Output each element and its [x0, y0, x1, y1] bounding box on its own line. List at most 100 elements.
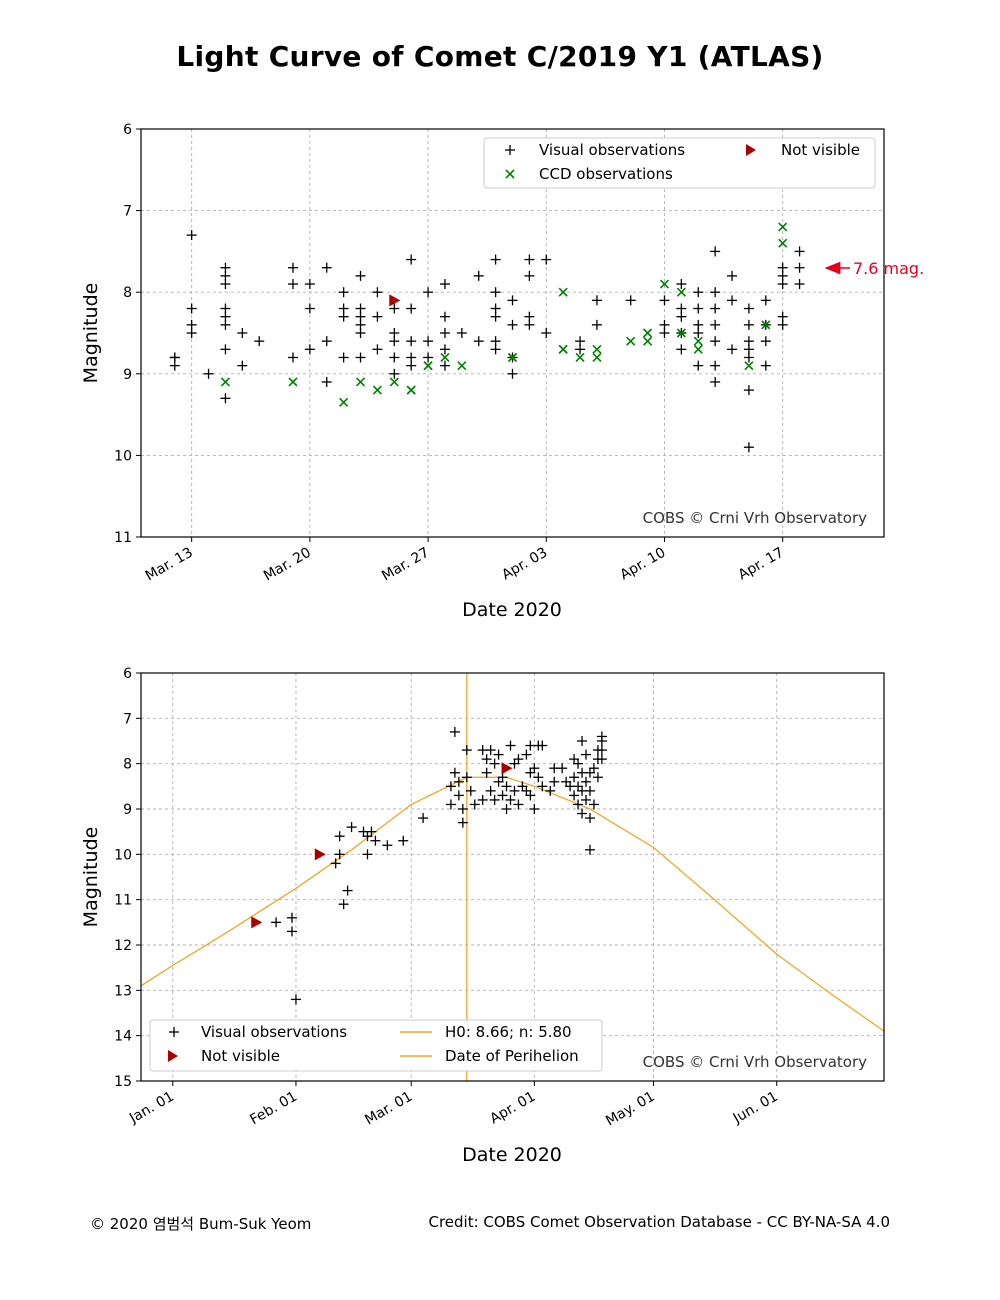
- visual-observation-point: [338, 352, 349, 363]
- not-visible-point: [389, 294, 401, 307]
- ccd-observation-point: [778, 238, 788, 248]
- visual-observation-point: [445, 799, 456, 810]
- visual-observation-point: [473, 336, 484, 347]
- y-tick-label: 10: [114, 847, 132, 863]
- visual-observation-point: [286, 912, 297, 923]
- visual-observation-point: [439, 311, 450, 322]
- legend-visual-marker: [169, 1027, 179, 1037]
- visual-observation-point: [355, 352, 366, 363]
- visual-observation-point: [524, 270, 535, 281]
- annotation-7-6-mag: 7.6 mag.: [824, 259, 924, 278]
- visual-observation-point: [220, 319, 231, 330]
- visual-observation-point: [693, 360, 704, 371]
- ccd-observation-point: [389, 377, 399, 387]
- visual-observation-point: [573, 758, 584, 769]
- visual-observation-point: [220, 393, 231, 404]
- visual-observation-point: [777, 279, 788, 290]
- x-tick-label: Apr. 17: [736, 545, 787, 584]
- visual-observation-point: [490, 311, 501, 322]
- visual-observation-point: [760, 360, 771, 371]
- visual-observation-point: [541, 328, 552, 338]
- visual-observation-point: [507, 319, 518, 330]
- visual-observation-point: [537, 740, 548, 751]
- visual-observation-point: [591, 319, 602, 330]
- credit-note: Credit: COBS Comet Observation Database …: [428, 1213, 890, 1231]
- visual-observation-point: [287, 262, 298, 273]
- page-title: Light Curve of Comet C/2019 Y1 (ATLAS): [176, 40, 824, 73]
- visual-observation-point: [449, 726, 460, 737]
- legend-box: [149, 1019, 603, 1072]
- y-tick-label: 11: [114, 893, 132, 909]
- visual-observation-point: [693, 328, 704, 338]
- visual-observation-point: [465, 785, 476, 796]
- visual-observation-point: [710, 246, 721, 257]
- x-tick-label: Mar. 13: [143, 545, 196, 585]
- visual-observation-point: [557, 763, 568, 774]
- y-tick-label: 7: [123, 711, 132, 727]
- annotation-label: 7.6 mag.: [853, 259, 924, 278]
- visual-observation-point: [529, 763, 540, 774]
- visual-observation-point: [524, 254, 535, 265]
- x-tick-label: Mar. 20: [261, 545, 314, 585]
- ccd-observation-point: [626, 336, 636, 346]
- visual-observation-point: [457, 804, 468, 814]
- visual-observation-point: [423, 352, 434, 363]
- legend-visual-label: Visual observations: [539, 141, 685, 159]
- y-tick-label: 7: [123, 204, 132, 220]
- visual-observation-point: [577, 808, 588, 819]
- visual-observation-point: [423, 287, 434, 298]
- legend-visual-label: Visual observations: [201, 1023, 347, 1041]
- ccd-observation-point: [372, 385, 382, 395]
- not-visible-point: [501, 762, 513, 775]
- visual-observation-point: [304, 279, 315, 290]
- ccd-observation-point: [693, 336, 703, 346]
- visual-observation-point: [727, 270, 738, 281]
- visual-observation-point: [406, 303, 417, 314]
- visual-observation-point: [710, 360, 721, 371]
- visual-observation-point: [439, 279, 450, 290]
- visual-observation-point: [588, 799, 599, 810]
- visual-observation-point: [481, 767, 492, 778]
- plot-frame: [140, 672, 885, 1082]
- visual-observation-point: [338, 311, 349, 322]
- x-axis-title: Date 2020: [462, 599, 562, 621]
- visual-observation-point: [372, 344, 383, 355]
- watermark: COBS © Crni Vrh Observatory: [643, 509, 867, 527]
- visual-observation-point: [575, 344, 586, 355]
- y-tick-label: 13: [114, 983, 132, 999]
- visual-observation-point: [505, 740, 516, 751]
- y-axis-title: Magnitude: [80, 827, 102, 928]
- visual-observation-point: [513, 754, 524, 765]
- visual-observation-point: [676, 279, 687, 290]
- visual-observation-point: [370, 835, 381, 846]
- visual-observation-point: [541, 254, 552, 265]
- visual-observation-point: [497, 772, 508, 783]
- y-tick-label: 8: [123, 285, 132, 301]
- x-tick-label: Apr. 03: [499, 545, 550, 584]
- visual-observation-point: [592, 772, 603, 783]
- visual-observation-point: [481, 754, 492, 765]
- visual-observation-point: [321, 262, 332, 273]
- visual-observation-point: [461, 745, 472, 756]
- x-tick-label: Feb. 01: [247, 1089, 300, 1129]
- visual-observation-point: [497, 790, 508, 801]
- legend-box: [483, 137, 876, 189]
- ccd-observation-point: [575, 352, 585, 363]
- visual-observation-point: [389, 352, 400, 363]
- visual-observation-point: [220, 303, 231, 314]
- visual-observation-point: [676, 311, 687, 322]
- visual-observation-point: [710, 319, 721, 330]
- visual-observation-point: [581, 794, 592, 805]
- visual-observation-point: [406, 254, 417, 265]
- visual-observation-point: [581, 749, 592, 760]
- data-points: [251, 726, 607, 1005]
- y-tick-label: 8: [123, 757, 132, 773]
- legend-not-visible-label: Not visible: [201, 1047, 280, 1065]
- visual-observation-point: [549, 776, 560, 787]
- x-axis-title: Date 2020: [462, 1144, 562, 1166]
- visual-observation-point: [588, 763, 599, 774]
- visual-observation-point: [254, 336, 265, 347]
- visual-observation-point: [584, 813, 595, 824]
- visual-observation-point: [186, 328, 197, 338]
